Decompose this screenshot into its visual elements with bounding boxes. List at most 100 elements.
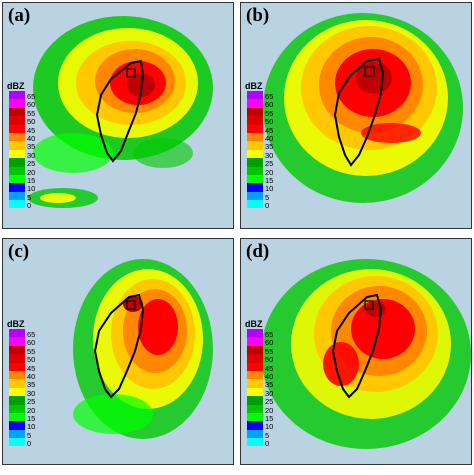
colorbar-swatch — [247, 191, 263, 201]
colorbar-tick-label: 0 — [27, 201, 32, 211]
colorbar-tick-label: 65 — [265, 330, 274, 339]
colorbar-tick-label: 15 — [265, 414, 274, 423]
colorbar-tick-label: 15 — [265, 176, 274, 185]
radar-echo-c — [73, 259, 213, 439]
colorbar-tick-label: 40 — [27, 134, 36, 143]
colorbar-tick-label: 50 — [27, 355, 36, 365]
radar-echo-b — [263, 13, 463, 203]
colorbar-swatch — [247, 354, 263, 363]
radar-panel-c: (c) dBZ 65 60 55 50 45 40 35 30 25 20 15 10 5 0 — [2, 238, 234, 465]
colorbar-swatch — [9, 132, 25, 142]
colorbar-swatch — [247, 387, 263, 397]
colorbar-tick-label: 40 — [265, 134, 274, 143]
colorbar-swatch — [9, 429, 25, 439]
colorbar-swatch — [9, 174, 25, 184]
colorbar-swatch — [247, 412, 263, 422]
colorbar-tick-label: 65 — [265, 92, 274, 101]
colorbar-swatch — [9, 124, 25, 133]
panel-label-b: (b) — [246, 5, 270, 26]
colorbar-tick-label: 0 — [27, 439, 32, 449]
colorbar-tick-label: 45 — [265, 363, 274, 373]
colorbar-b — [247, 91, 263, 209]
colorbar-swatch — [9, 354, 25, 363]
colorbar-swatch — [9, 166, 25, 175]
colorbar-swatch — [9, 183, 25, 192]
colorbar-tick-label: 30 — [27, 388, 36, 398]
colorbar-a — [9, 91, 25, 209]
radar-map-a — [3, 3, 233, 228]
colorbar-tick-label: 20 — [27, 405, 36, 415]
colorbar-tick-label: 0 — [265, 439, 270, 449]
colorbar-tick-label: 55 — [265, 346, 274, 356]
colorbar-tick-label: 30 — [265, 388, 274, 398]
colorbar-tick-label: 20 — [265, 405, 274, 415]
colorbar-tick-label: 0 — [265, 201, 270, 211]
colorbar-swatch — [9, 158, 25, 167]
colorbar-swatch — [9, 149, 25, 159]
colorbar-swatch — [9, 396, 25, 405]
colorbar-swatch — [9, 141, 25, 150]
radar-map-b — [241, 3, 471, 228]
colorbar-swatch — [247, 379, 263, 388]
colorbar-tick-label: 55 — [27, 346, 36, 356]
colorbar-swatch — [9, 99, 25, 108]
colorbar-d — [247, 329, 263, 447]
colorbar-swatch — [9, 370, 25, 380]
colorbar-tick-label: 5 — [27, 192, 32, 202]
colorbar-swatch — [9, 404, 25, 413]
colorbar-tick-label: 15 — [27, 414, 36, 423]
colorbar-tick-label: 10 — [265, 422, 274, 432]
colorbar-tick-label: 35 — [27, 380, 36, 390]
radar-echo-a — [28, 16, 213, 208]
colorbar-tick-label: 30 — [27, 150, 36, 160]
colorbar-unit-d: dBZ — [245, 319, 263, 329]
colorbar-tick-label: 50 — [27, 117, 36, 127]
colorbar-swatch — [9, 412, 25, 422]
panel-label-a: (a) — [8, 5, 31, 26]
colorbar-swatch — [247, 337, 263, 346]
colorbar-tick-label: 5 — [265, 430, 270, 440]
colorbar-c — [9, 329, 25, 447]
colorbar-tick-label: 5 — [265, 192, 270, 202]
colorbar-tick-label: 35 — [265, 142, 274, 152]
colorbar-unit-b: dBZ — [245, 81, 263, 91]
colorbar-tick-label: 25 — [265, 159, 274, 169]
radar-panel-a: (a) dBZ 65 60 55 50 45 40 35 30 25 20 15 10 5 0 — [2, 2, 234, 229]
taiwan-outline-a — [95, 59, 145, 163]
colorbar-swatch — [247, 429, 263, 439]
colorbar-tick-label: 50 — [265, 355, 274, 365]
colorbar-tick-label: 30 — [265, 150, 274, 160]
colorbar-tick-label: 50 — [265, 117, 274, 127]
colorbar-swatch — [247, 141, 263, 150]
colorbar-tick-label: 5 — [27, 430, 32, 440]
colorbar-swatch — [247, 329, 263, 338]
colorbar-tick-label: 20 — [265, 167, 274, 177]
colorbar-tick-label: 55 — [265, 108, 274, 118]
colorbar-swatch — [247, 166, 263, 175]
radar-panel-d: (d) dBZ 65 60 55 50 45 40 35 30 25 20 15 10 5 0 — [240, 238, 472, 465]
colorbar-swatch — [247, 99, 263, 108]
colorbar-swatch — [9, 379, 25, 388]
colorbar-swatch — [247, 200, 263, 209]
colorbar-swatch — [247, 370, 263, 380]
colorbar-unit-a: dBZ — [7, 81, 25, 91]
colorbar-tick-label: 10 — [265, 184, 274, 194]
colorbar-tick-label: 40 — [265, 372, 274, 381]
colorbar-tick-label: 55 — [27, 108, 36, 118]
radar-echo-d — [261, 259, 471, 449]
colorbar-swatch — [247, 132, 263, 142]
panel-label-c: (c) — [8, 241, 30, 262]
colorbar-tick-label: 20 — [27, 167, 36, 177]
colorbar-swatch — [247, 174, 263, 184]
taiwan-outline-b — [333, 57, 385, 167]
colorbar-tick-label: 60 — [27, 338, 36, 348]
colorbar-swatch — [247, 116, 263, 125]
colorbar-swatch — [247, 362, 263, 371]
colorbar-swatch — [9, 362, 25, 371]
colorbar-tick-label: 45 — [27, 125, 36, 135]
colorbar-swatch — [247, 345, 263, 355]
colorbar-swatch — [9, 337, 25, 346]
colorbar-swatch — [247, 158, 263, 167]
colorbar-tick-label: 25 — [27, 397, 36, 407]
colorbar-tick-label: 25 — [27, 159, 36, 169]
